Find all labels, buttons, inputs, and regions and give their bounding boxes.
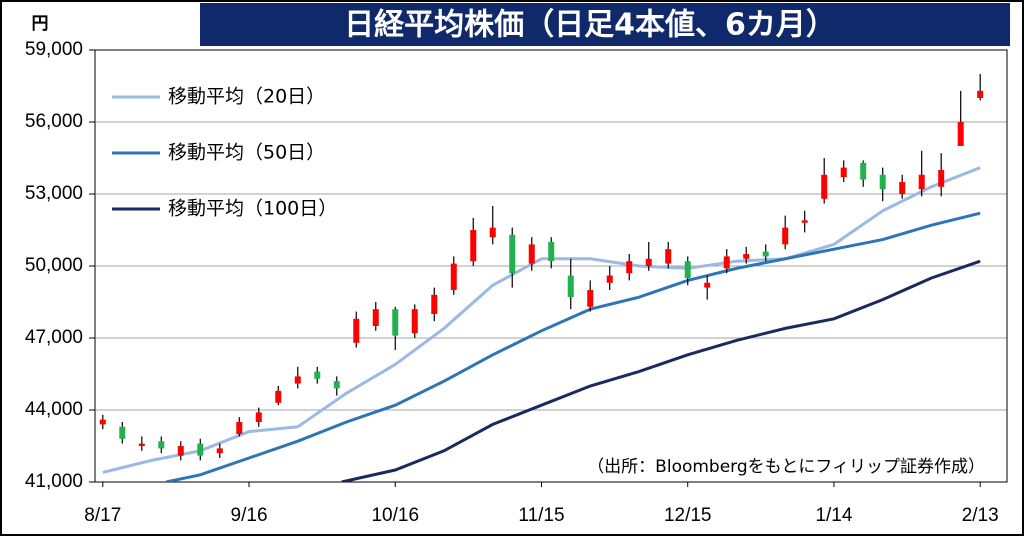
candle-body [567,275,574,298]
candle-body [626,261,633,274]
x-tick-label: 11/15 [518,505,564,526]
candle-body [255,412,262,422]
candle-body [782,227,789,245]
candle-body [821,174,828,199]
candle-body [899,182,906,194]
candle-body [645,258,652,266]
candle-body [957,122,964,146]
x-tick-label: 8/17 [84,505,121,526]
candle-body [860,162,867,180]
candle-body [177,446,184,456]
y-tick-label: 44,000 [25,399,83,420]
legend-label: 移動平均（50日） [168,142,325,164]
candle-body [470,230,477,262]
candle-body [294,376,301,384]
candle-body [977,90,984,98]
moving-average-line [341,259,981,482]
candle-body [684,261,691,278]
candle-body [138,443,145,446]
candle-body [450,263,457,290]
candle-body [158,441,165,449]
y-tick-label: 50,000 [25,255,83,276]
candle-body [743,254,750,259]
x-tick-label: 10/16 [371,505,419,526]
x-tick-label: 2/13 [962,505,999,526]
candle-body [411,309,418,334]
x-tick-label: 1/14 [815,505,852,526]
candle-body [353,318,360,343]
candle-body [762,251,769,257]
candle-body [587,290,594,307]
legend-label: 移動平均（100日） [168,198,337,220]
candle-body [801,220,808,223]
y-tick-label: 41,000 [25,471,83,492]
candle-body [216,448,223,454]
y-tick-label: 56,000 [25,111,83,132]
candle-body [665,249,672,264]
candle-body [275,390,282,403]
candle-body [528,244,535,264]
candle-body [99,419,106,425]
candle-body [372,309,379,326]
candle-body [509,234,516,274]
chart-title: 日経平均株価（日足4本値、6カ月） [344,8,836,43]
candle-body [119,426,126,439]
y-tick-label: 59,000 [25,39,83,60]
candle-body [197,443,204,456]
candle-body [333,381,340,389]
y-tick-label: 47,000 [25,327,83,348]
candle-body [314,371,321,379]
y-tick-label: 53,000 [25,183,83,204]
candle-body [236,422,243,434]
candle-body [548,242,555,262]
moving-average-line [165,211,981,482]
candle-body [704,282,711,288]
moving-average-line [102,166,981,474]
candle-body [918,174,925,190]
candle-body [723,256,730,269]
candle-body [879,174,886,190]
candle-body [489,227,496,238]
plot-border [94,49,1008,483]
title-banner [200,3,1010,46]
source-note: （出所：Bloombergをもとにフィリップ証券作成） [587,457,985,477]
x-tick-label: 12/15 [664,505,712,526]
candle-body [392,309,399,336]
x-tick-label: 9/16 [231,505,268,526]
candle-body [840,167,847,178]
candle-body [431,294,438,314]
candle-body [938,170,945,187]
legend-label: 移動平均（20日） [168,86,325,108]
candle-body [606,275,613,283]
unit-label: 円 [32,14,49,34]
